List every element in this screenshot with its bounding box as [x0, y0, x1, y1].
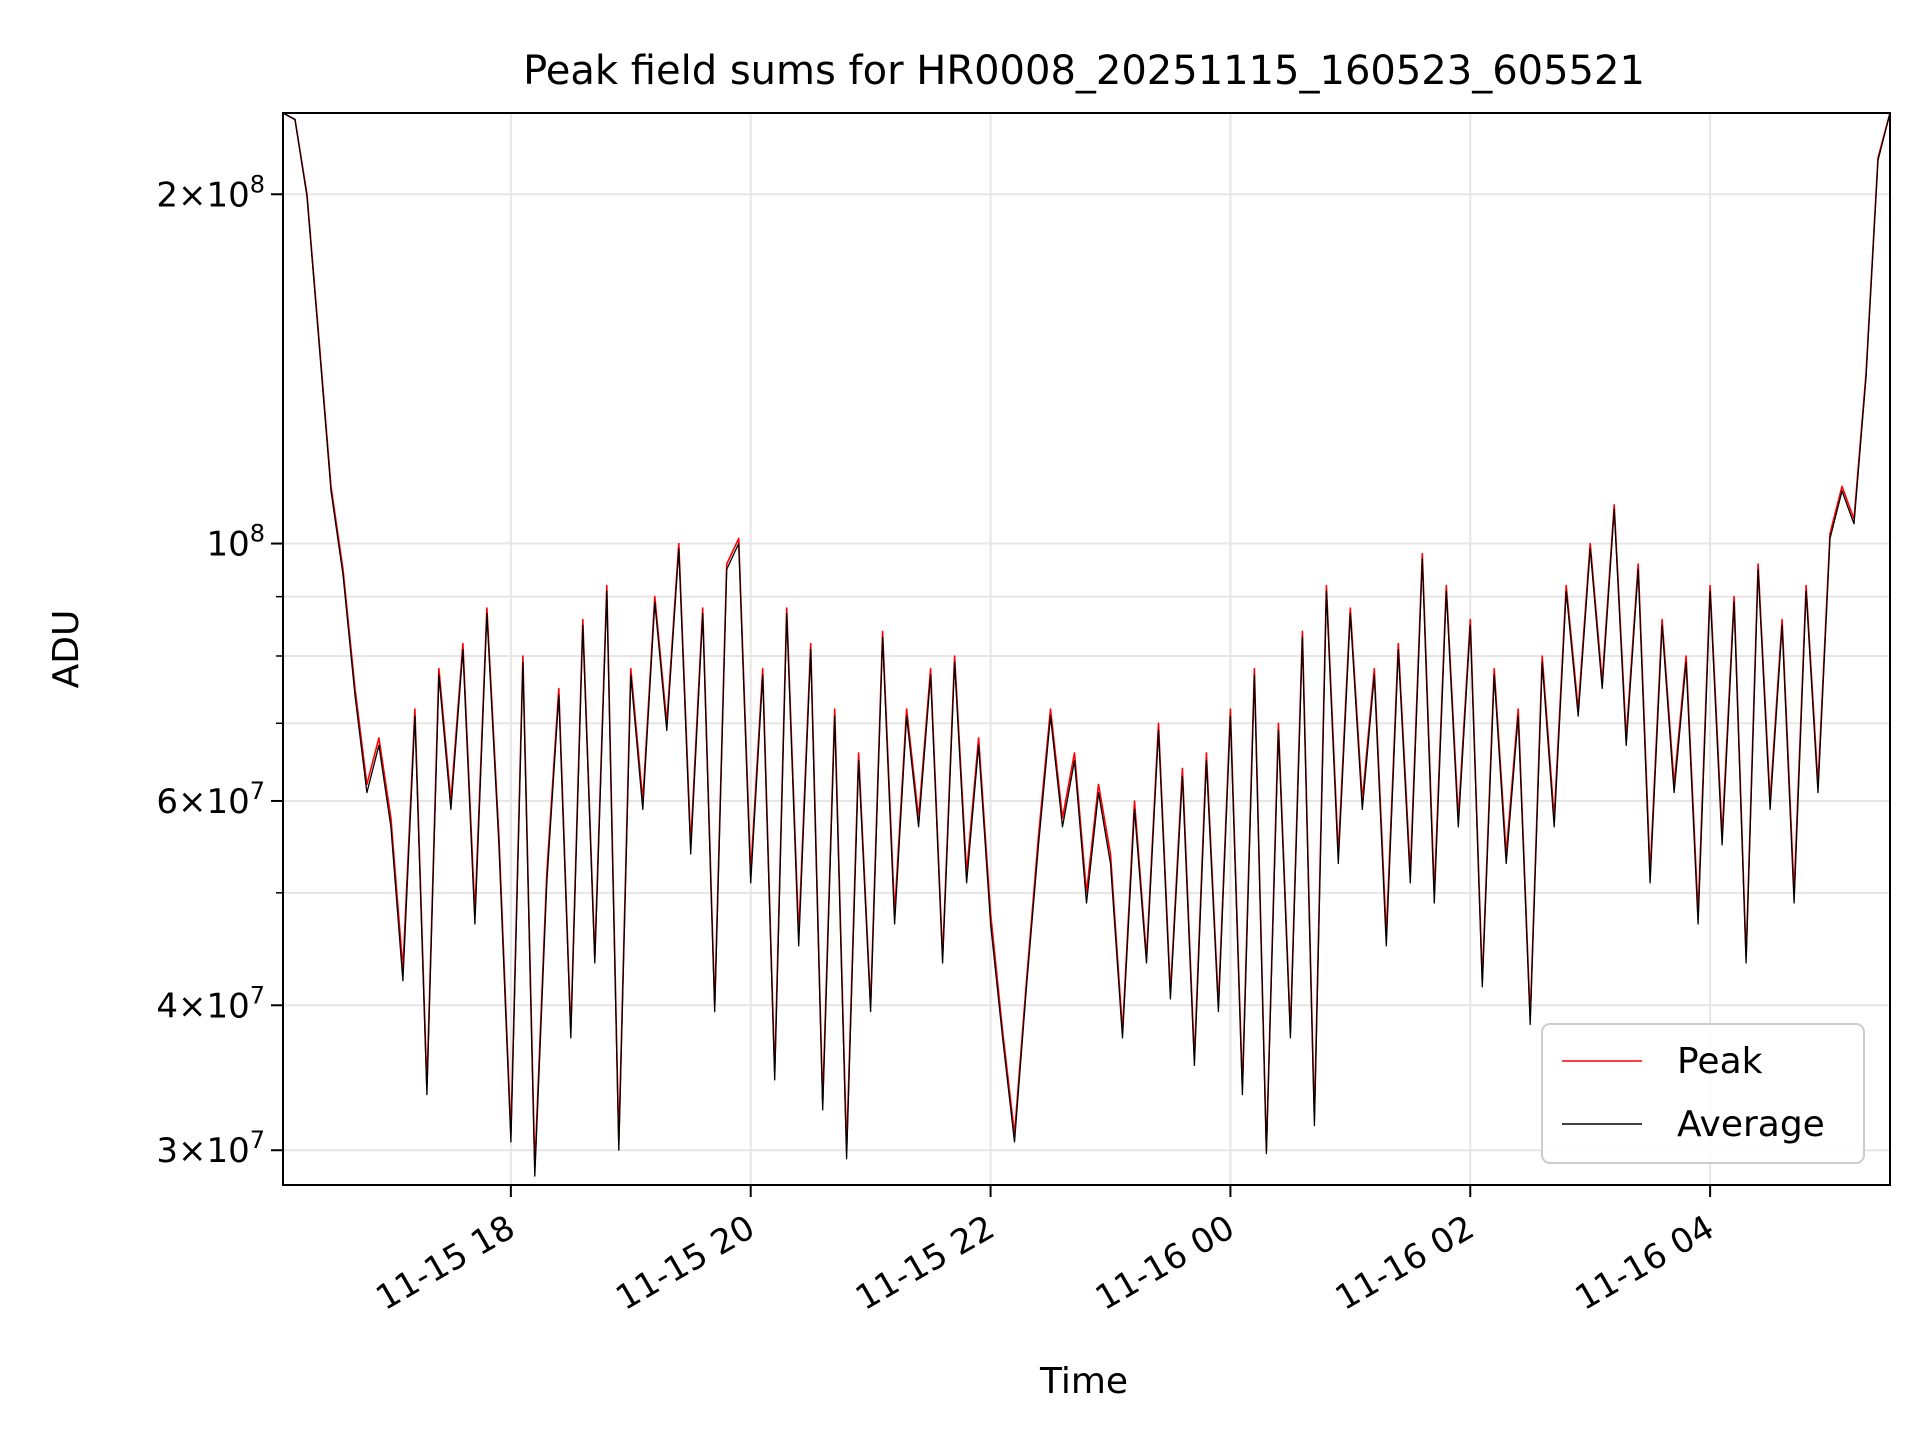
plot-frame	[282, 112, 1891, 1186]
grid	[283, 113, 1890, 1185]
y-tick-label: 108	[206, 520, 265, 565]
legend-label-peak: Peak	[1677, 1041, 1763, 1082]
legend-label-average: Average	[1677, 1104, 1825, 1145]
series-lines	[283, 113, 1890, 1177]
y-tick-label: 6×107	[156, 777, 265, 822]
y-tick-label: 3×107	[156, 1126, 265, 1171]
y-axis-ticks: 108 3×107 4×107 6×107 2×108	[156, 170, 283, 1171]
y-tick-label: 4×107	[156, 981, 265, 1026]
x-axis-label: Time	[1039, 1361, 1128, 1402]
y-tick-label: 2×108	[156, 170, 265, 215]
legend-box	[1541, 1023, 1865, 1164]
chart-title: Peak field sums for HR0008_20251115_1605…	[523, 48, 1645, 94]
legend: Peak Average	[1541, 1023, 1865, 1164]
y-axis-label: ADU	[46, 610, 87, 689]
series-line-average	[283, 113, 1890, 1177]
